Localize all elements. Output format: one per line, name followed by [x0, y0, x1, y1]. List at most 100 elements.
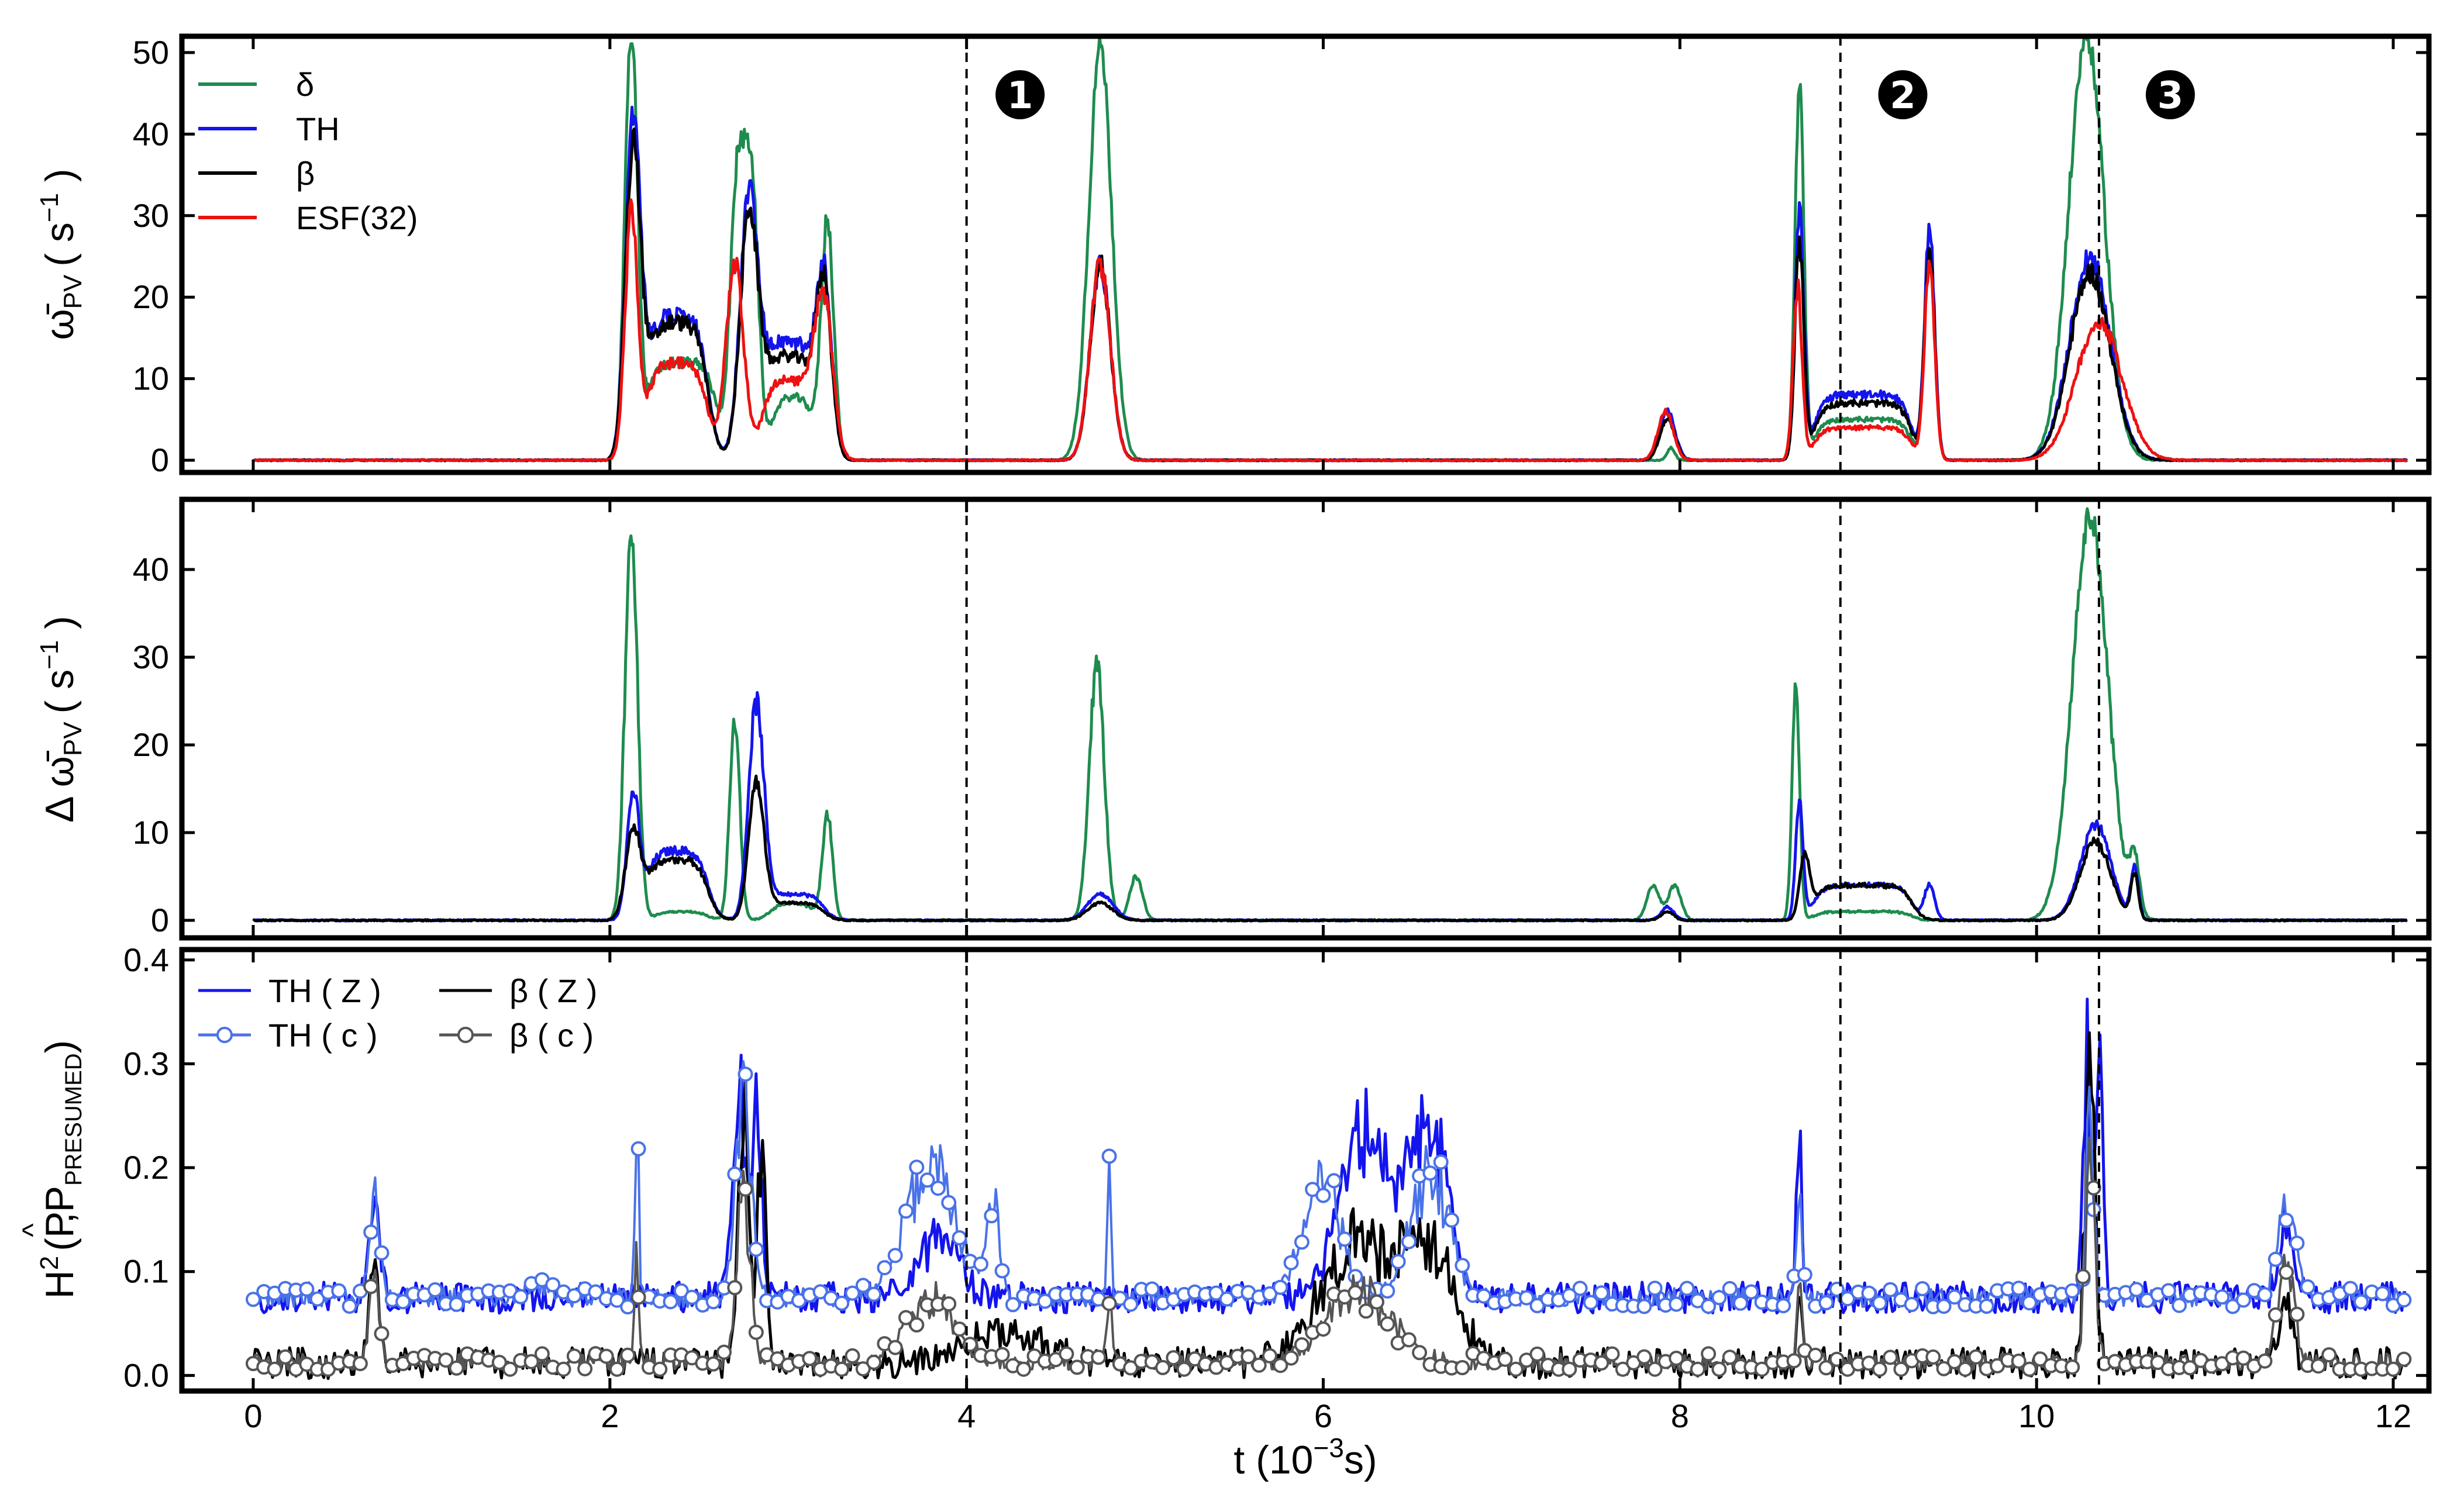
y-tick-label: 50	[133, 34, 169, 71]
series-point	[566, 1288, 582, 1304]
series-point	[1979, 1299, 1994, 1314]
y-label-args: (P	[37, 1212, 82, 1251]
series-point	[930, 1181, 946, 1196]
bottom-panel-frame	[179, 947, 2432, 1394]
y-tick-label: 0	[151, 902, 169, 938]
x-label-post: s)	[1344, 1438, 1377, 1482]
series-point	[566, 1348, 582, 1364]
series-point	[887, 1248, 903, 1264]
series-point	[1893, 1361, 1909, 1377]
bottom-plot-area	[246, 950, 2412, 1391]
middle-panel: 0 10 20 30 40 Δ ω̄PV ( s−1 )	[35, 496, 2432, 941]
x-tick-label: 0	[244, 1397, 262, 1434]
x-tick-label: 12	[2375, 1397, 2411, 1434]
series-point	[834, 1361, 850, 1377]
series-point	[428, 1282, 443, 1297]
series-point	[2310, 1358, 2326, 1374]
y-label-units: ( s	[37, 222, 82, 267]
legend-label: β ( c )	[509, 1017, 594, 1054]
series-point	[2065, 1359, 2080, 1375]
series-point	[374, 1326, 390, 1341]
series-point	[2011, 1281, 2027, 1296]
series-point	[1433, 1154, 1449, 1170]
series-point	[2289, 1306, 2305, 1322]
series-point	[973, 1256, 988, 1272]
series-point	[2257, 1287, 2273, 1303]
y-label-mid: ,P	[37, 1186, 82, 1223]
series-point	[1422, 1165, 1438, 1181]
series-point	[1722, 1350, 1738, 1365]
series-point	[994, 1263, 1010, 1279]
series-point	[1776, 1298, 1791, 1314]
series-point	[1401, 1332, 1417, 1348]
series-point	[1861, 1285, 1877, 1301]
y-tick-label: 0.1	[123, 1253, 169, 1290]
series-point	[449, 1296, 464, 1312]
series-point	[1690, 1361, 1705, 1377]
series-point	[652, 1361, 668, 1377]
bottom-y-axis-label: H2 (P^,PPRESUMED)	[16, 1040, 87, 1299]
series-point	[877, 1260, 892, 1276]
series-point	[1636, 1299, 1652, 1314]
series-point	[1701, 1346, 1717, 1362]
series-point	[748, 1324, 764, 1340]
series-point	[1936, 1299, 1952, 1314]
series-point	[1786, 1353, 1802, 1369]
series-point	[2279, 1264, 2294, 1280]
series-point	[1562, 1288, 1577, 1303]
series-point	[1594, 1285, 1610, 1301]
series-point	[630, 1289, 646, 1305]
series-point	[1808, 1347, 1824, 1363]
series-point	[1262, 1286, 1277, 1302]
series-point	[738, 1067, 753, 1082]
series-point	[1155, 1359, 1171, 1375]
legend-label: TH	[296, 111, 340, 147]
series-point	[352, 1356, 368, 1372]
series-point	[1669, 1296, 1684, 1312]
middle-plot-area	[252, 499, 2408, 938]
series-point	[1294, 1337, 1309, 1352]
series-point	[919, 1172, 935, 1188]
series-point	[1946, 1289, 1962, 1305]
series-point	[1369, 1294, 1384, 1310]
series-point	[845, 1348, 860, 1364]
series-point	[2267, 1307, 2283, 1323]
y-tick-label: 10	[133, 360, 169, 397]
series-point	[2375, 1286, 2390, 1302]
series-point	[1219, 1355, 1235, 1371]
series-point	[2214, 1289, 2230, 1305]
series-point	[267, 1361, 282, 1377]
series-point	[1315, 1321, 1331, 1337]
series-point	[1358, 1303, 1374, 1319]
series-point	[2022, 1361, 2037, 1377]
series-point	[2160, 1283, 2176, 1299]
series-line	[252, 774, 2408, 923]
series-point	[609, 1361, 625, 1377]
middle-y-ticks: 0 10 20 30 40	[133, 499, 2429, 938]
series-point	[1101, 1148, 1117, 1164]
series-point	[887, 1340, 903, 1355]
series-point	[866, 1286, 882, 1302]
series-point	[1444, 1212, 1459, 1228]
y-label-exp: −1	[35, 193, 64, 222]
y-label-delta: Δ	[37, 787, 82, 823]
series-point	[1069, 1359, 1085, 1375]
series-point	[1797, 1267, 1812, 1282]
series-point	[342, 1298, 357, 1314]
series-point	[2353, 1294, 2369, 1310]
series-point	[2225, 1299, 2241, 1314]
series-point	[1455, 1258, 1470, 1273]
series-point	[502, 1361, 518, 1377]
series-point	[1904, 1297, 1919, 1312]
series-point	[1958, 1361, 1973, 1377]
series-point	[1711, 1361, 1727, 1377]
series-point	[491, 1355, 507, 1370]
series-line	[253, 127, 2408, 463]
series-point	[866, 1354, 882, 1370]
phase-marker-label: 1	[1007, 74, 1033, 118]
series-point	[984, 1208, 1000, 1224]
y-label-omega: ω̄	[37, 303, 82, 340]
series-point	[2172, 1297, 2187, 1313]
series-point	[802, 1351, 818, 1366]
phase-marker-label: 2	[1890, 74, 1916, 118]
